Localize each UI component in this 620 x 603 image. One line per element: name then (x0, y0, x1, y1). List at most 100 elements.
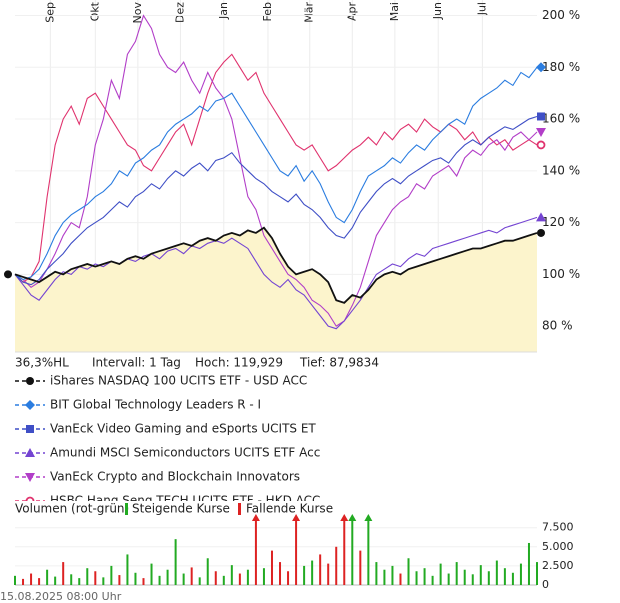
volume-bar (415, 571, 418, 585)
volume-bar (22, 578, 25, 585)
info-text: 36,3%HL (15, 356, 69, 370)
start-marker (4, 270, 12, 279)
end-marker (537, 228, 545, 237)
volume-bar (439, 563, 442, 585)
timestamp: 15.08.2025 08:00 Uhr (0, 590, 122, 603)
x-tick-label: Nov (131, 2, 144, 24)
legend-marker (25, 448, 35, 457)
y-tick-label: 7.500 (542, 521, 574, 534)
x-tick-label: Okt (88, 1, 101, 21)
volume-bar (238, 573, 241, 585)
x-tick-label: Jan (217, 2, 230, 20)
volume-bar (447, 573, 450, 585)
legend-label: iShares NASDAQ 100 UCITS ETF - USD ACC (50, 374, 307, 388)
overflow-arrow (251, 514, 260, 521)
volume-bar (246, 569, 249, 585)
volume-bg (0, 501, 540, 517)
legend-label: VanEck Video Gaming and eSports UCITS ET (50, 422, 316, 436)
end-marker (536, 140, 546, 150)
overflow-arrow (348, 514, 357, 521)
volume-bar (399, 573, 402, 585)
volume-bar (46, 569, 49, 585)
volume-bar (166, 569, 169, 585)
legend-marker (26, 425, 34, 433)
volume-bar (407, 558, 410, 585)
volume-bar (134, 572, 137, 585)
legend-label: Fallende Kurse (246, 502, 333, 516)
volume-bar (359, 550, 362, 585)
x-tick-label: Mai (388, 2, 401, 21)
y-tick-label: 5.000 (542, 540, 574, 553)
volume-bar (327, 563, 330, 585)
info-text: Tief: 87,9834 (299, 356, 379, 370)
volume-bar (94, 571, 97, 585)
volume-bar (503, 568, 506, 585)
volume-bar (463, 569, 466, 585)
line (14, 216, 538, 330)
legend-marker (26, 377, 34, 385)
y-tick-label: 0 (542, 578, 549, 591)
x-tick-label: Jun (431, 2, 444, 20)
volume-bar (287, 571, 290, 585)
volume-bar (254, 517, 257, 585)
x-tick-label: Sep (43, 2, 56, 23)
overflow-arrow (292, 514, 301, 521)
x-tick-label: Mär (303, 2, 316, 23)
y-tick-label: 200 % (542, 8, 580, 22)
y-tick-label: 160 % (542, 112, 580, 126)
x-tick-label: Apr (345, 2, 358, 22)
volume-bar (102, 577, 105, 585)
line (14, 66, 538, 281)
volume-bar (198, 577, 201, 585)
info-text: Intervall: 1 Tag (92, 356, 181, 370)
volume-bar (62, 562, 65, 585)
volume-bar (487, 571, 490, 585)
info-text: Hoch: 119,929 (195, 356, 283, 370)
volume-bar (150, 563, 153, 585)
volume-bar (495, 560, 498, 585)
line (14, 115, 538, 286)
legend-marker (25, 473, 35, 482)
end-marker (537, 112, 545, 121)
overflow-arrow (364, 514, 373, 521)
y-tick-label: 2.500 (542, 559, 574, 572)
volume-bar (383, 569, 386, 585)
volume-bar (511, 572, 514, 585)
volume-bar (126, 554, 129, 585)
volume-bar (86, 568, 89, 585)
volume-bar (70, 574, 73, 585)
x-tick-label: Dez (173, 2, 186, 23)
x-tick-label: Jul (475, 2, 488, 16)
volume-bar (78, 578, 81, 585)
volume-bar (375, 562, 378, 585)
volume-bar (182, 573, 185, 585)
y-tick-label: 100 % (542, 267, 580, 281)
volume-bar (391, 565, 394, 585)
y-tick-label: 80 % (542, 319, 573, 333)
y-tick-label: 180 % (542, 60, 580, 74)
volume-bar (214, 571, 217, 585)
line (14, 226, 538, 304)
volume-bar (262, 568, 265, 585)
volume-bar (367, 517, 370, 585)
y-tick-label: 120 % (542, 215, 580, 229)
volume-title: Volumen (rot-grün) (15, 502, 129, 516)
legend-swatch (125, 503, 128, 515)
volume-bar (222, 575, 225, 585)
volume-bar (423, 568, 426, 585)
volume-bar (351, 517, 354, 585)
volume-bar (295, 517, 298, 585)
end-marker (536, 128, 546, 137)
volume-bar (279, 562, 282, 585)
volume-bar (335, 546, 338, 585)
area (15, 227, 537, 352)
volume-bar (527, 542, 530, 585)
legend-swatch (238, 503, 241, 515)
end-marker (536, 62, 546, 73)
x-tick-label: Feb (261, 2, 274, 21)
volume-bar (174, 539, 177, 585)
volume-bar (190, 567, 193, 585)
volume-bar (343, 517, 346, 585)
volume-bar (319, 554, 322, 585)
